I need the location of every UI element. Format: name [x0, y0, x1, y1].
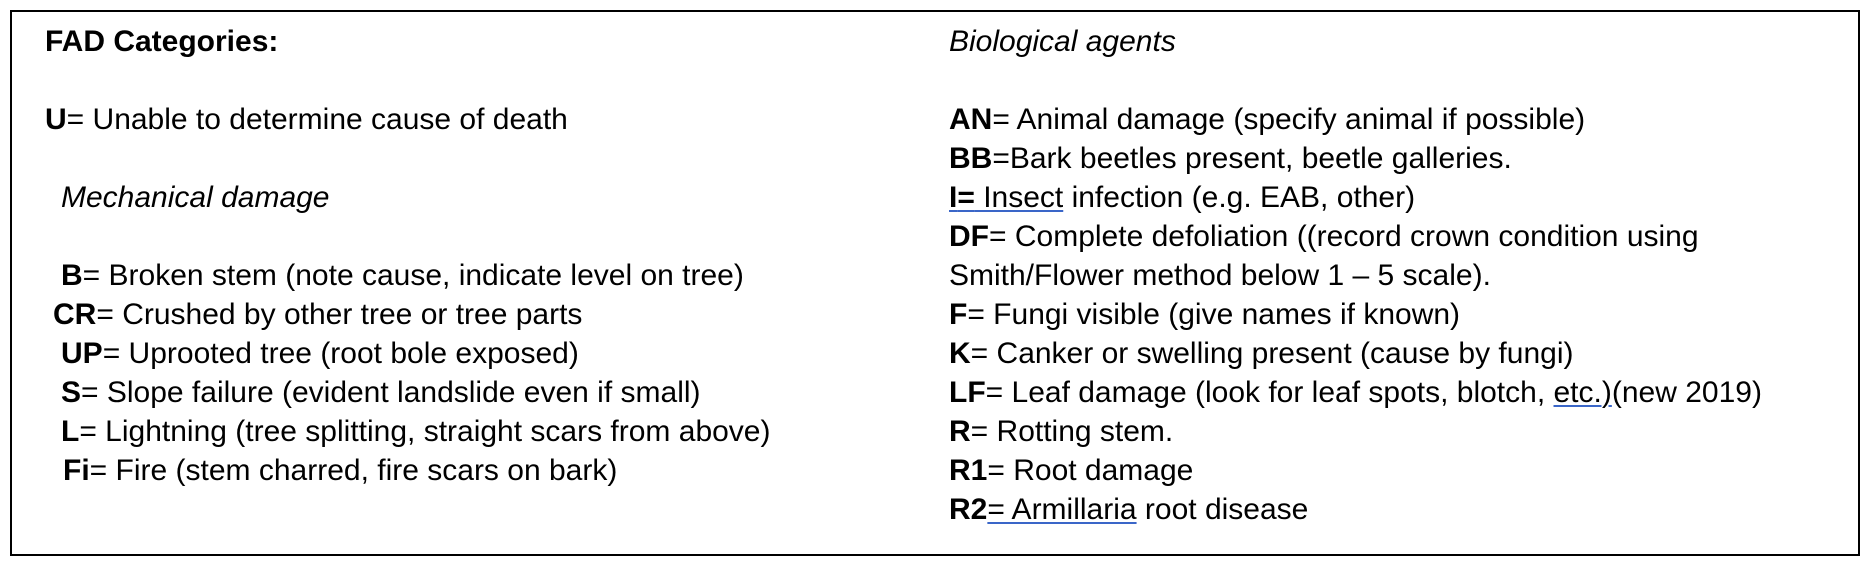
code-description: infection (e.g. EAB, other) [1063, 181, 1416, 214]
left-column: FAD Categories: U= Unable to determine c… [45, 22, 925, 490]
code-u: U= Unable to determine cause of death [45, 100, 925, 139]
code-label: S [61, 376, 82, 409]
code-label: DF [949, 220, 989, 253]
code-r2: R2= Armillaria root disease [949, 490, 1849, 529]
code-description: =Bark beetles present, beetle galleries. [992, 142, 1512, 175]
code-df: DF= Complete defoliation ((record crown … [949, 217, 1849, 295]
code-up: UP= Uprooted tree (root bole exposed) [45, 334, 925, 373]
mechanical-damage-heading: Mechanical damage [61, 181, 330, 214]
code-description: = Crushed by other tree or tree parts [96, 298, 583, 331]
fad-categories-table: FAD Categories: U= Unable to determine c… [10, 10, 1860, 556]
code-equals: = [957, 181, 975, 214]
code-s: S= Slope failure (evident landslide even… [45, 373, 925, 412]
code-label: R [949, 415, 971, 448]
code-label: Fi [63, 454, 90, 487]
right-column: Biological agents AN= Animal damage (spe… [949, 22, 1849, 529]
code-label: R2 [949, 493, 988, 526]
underlined-term: Insect [974, 181, 1064, 214]
code-description: = Complete defoliation ((record crown co… [949, 220, 1699, 292]
code-b: B= Broken stem (note cause, indicate lev… [45, 256, 925, 295]
spacer [45, 61, 925, 100]
code-label: K [949, 337, 971, 370]
code-label: B [61, 259, 83, 292]
underlined-term: = Armillaria [987, 493, 1137, 526]
code-label: CR [53, 298, 97, 331]
code-description: = Rotting stem. [970, 415, 1174, 448]
code-fi: Fi= Fire (stem charred, fire scars on ba… [45, 451, 925, 490]
code-l: L= Lightning (tree splitting, straight s… [45, 412, 925, 451]
code-description: = Broken stem (note cause, indicate leve… [82, 259, 744, 292]
code-description: = Fungi visible (give names if known) [967, 298, 1461, 331]
code-description: = Slope failure (evident landslide even … [81, 376, 701, 409]
code-label: LF [949, 376, 986, 409]
table-title: FAD Categories: [45, 25, 279, 58]
code-lf: LF= Leaf damage (look for leaf spots, bl… [949, 373, 1849, 412]
code-label: I [949, 181, 958, 214]
code-cr: CR= Crushed by other tree or tree parts [45, 295, 925, 334]
code-i: I= Insect infection (e.g. EAB, other) [949, 178, 1849, 217]
code-label: L [61, 415, 80, 448]
code-k: K= Canker or swelling present (cause by … [949, 334, 1849, 373]
code-description: = Uprooted tree (root bole exposed) [102, 337, 579, 370]
code-label: BB [949, 142, 993, 175]
code-label: AN [949, 103, 993, 136]
spacer [45, 217, 925, 256]
code-r1: R1= Root damage [949, 451, 1849, 490]
code-description: = Unable to determine cause of death [66, 103, 568, 136]
underlined-term: etc.) [1553, 376, 1612, 409]
code-r: R= Rotting stem. [949, 412, 1849, 451]
code-description: = Leaf damage (look for leaf spots, blot… [985, 376, 1554, 409]
code-description: = Root damage [987, 454, 1194, 487]
code-description: = Canker or swelling present (cause by f… [970, 337, 1574, 370]
spacer [45, 139, 925, 178]
code-label: UP [61, 337, 103, 370]
biological-agents-heading: Biological agents [949, 25, 1176, 58]
code-f: F= Fungi visible (give names if known) [949, 295, 1849, 334]
code-description: root disease [1136, 493, 1309, 526]
code-an: AN= Animal damage (specify animal if pos… [949, 100, 1849, 139]
code-description-tail: (new 2019) [1611, 376, 1762, 409]
code-description: = Lightning (tree splitting, straight sc… [79, 415, 771, 448]
code-label: F [949, 298, 968, 331]
code-description: = Animal damage (specify animal if possi… [992, 103, 1586, 136]
spacer [949, 61, 1849, 100]
code-label: U [45, 103, 67, 136]
code-description: = Fire (stem charred, fire scars on bark… [89, 454, 618, 487]
code-label: R1 [949, 454, 988, 487]
code-bb: BB=Bark beetles present, beetle gallerie… [949, 139, 1849, 178]
